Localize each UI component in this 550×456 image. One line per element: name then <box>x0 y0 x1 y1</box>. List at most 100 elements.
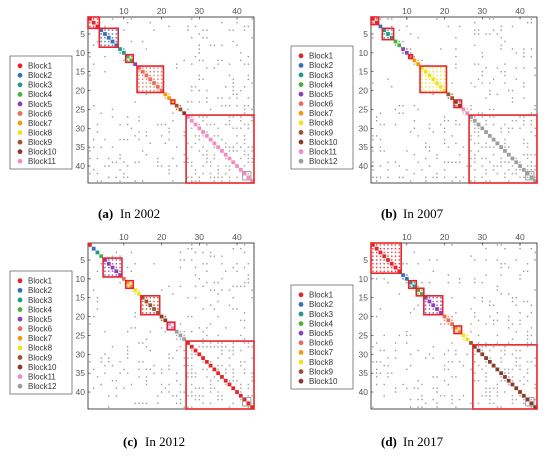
matrix-dot <box>247 25 250 28</box>
matrix-dot <box>481 297 483 299</box>
block-dot <box>213 146 216 148</box>
block-cells <box>371 243 537 409</box>
matrix-dot <box>145 380 148 382</box>
matrix-dot <box>198 327 200 329</box>
legend-marker <box>17 345 23 351</box>
diagonal-cell <box>186 341 190 345</box>
block-dot <box>432 67 434 69</box>
y-tick-label: 20 <box>76 86 86 96</box>
diagonal-cell <box>201 130 205 134</box>
block-dot <box>206 376 208 378</box>
diagonal-cell <box>88 243 92 247</box>
matrix-dot <box>451 402 453 405</box>
matrix-dot <box>458 361 461 363</box>
matrix-dot <box>202 330 204 333</box>
block-dot <box>383 244 385 246</box>
diagonal-cell <box>389 261 394 266</box>
diagonal-cell <box>110 265 115 270</box>
caption-letter-b: (b) <box>381 206 397 221</box>
block-dot <box>141 78 144 80</box>
block-dot <box>470 165 472 167</box>
block-dot <box>477 379 480 382</box>
block-dot <box>194 180 197 182</box>
block-dot <box>202 135 204 137</box>
matrix-dot <box>425 146 427 148</box>
matrix-dot <box>417 387 419 389</box>
block-outlines <box>102 257 255 410</box>
y-tick-label: 35 <box>359 142 369 152</box>
block-dot <box>451 93 453 96</box>
block-dot <box>153 300 155 303</box>
matrix-dot <box>96 40 99 43</box>
matrix-dot <box>470 255 472 257</box>
matrix-dot <box>228 304 231 306</box>
legend: Block1Block2Block3Block4Block5Block6Bloc… <box>290 284 354 390</box>
block-dot <box>440 74 442 77</box>
y-tick-label: 10 <box>359 274 369 284</box>
diagonal-cell <box>110 39 115 44</box>
block-dot <box>504 138 506 141</box>
diagonal-cell <box>499 145 504 150</box>
matrix-dot <box>221 104 223 107</box>
block-dot <box>213 387 216 389</box>
block-dot <box>236 135 238 137</box>
matrix-dot <box>443 142 446 145</box>
matrix-dot <box>451 180 453 182</box>
matrix-dot <box>387 281 389 284</box>
block-dot <box>436 74 438 77</box>
block-dot <box>500 165 502 167</box>
block-dot <box>228 123 231 126</box>
matrix-dot <box>379 146 382 148</box>
matrix-dot <box>206 89 208 92</box>
diagonal-cell <box>227 156 232 161</box>
matrix-dot <box>191 63 193 65</box>
block-dot <box>511 402 514 405</box>
matrix-dot <box>530 304 533 306</box>
matrix-dot <box>398 104 400 107</box>
matrix-dot <box>447 361 450 363</box>
block-dot <box>519 127 521 130</box>
block-dot <box>451 319 453 322</box>
matrix-dot <box>164 387 167 389</box>
matrix-dot <box>225 270 227 272</box>
block-dot <box>500 361 502 363</box>
block-dot <box>202 395 204 397</box>
block-dot <box>138 74 140 77</box>
matrix-dot <box>142 361 144 363</box>
block-dot <box>387 263 389 265</box>
block-dot <box>209 161 212 163</box>
block-dot <box>251 379 253 382</box>
matrix-dot <box>115 251 117 254</box>
legend-marker <box>298 82 304 87</box>
diagonal-cell <box>431 303 436 308</box>
matrix-dot <box>496 319 499 322</box>
block-dot <box>511 398 514 401</box>
matrix-dot <box>232 86 234 88</box>
block-dot <box>164 315 167 318</box>
matrix-dot <box>194 274 197 276</box>
matrix-dot <box>443 127 446 129</box>
matrix-dot <box>458 281 461 284</box>
block-dot <box>157 78 159 80</box>
block-dot <box>221 398 223 401</box>
block-dot <box>534 357 536 359</box>
matrix-dot <box>409 52 412 54</box>
block-dot <box>474 361 476 363</box>
matrix-dot <box>519 247 521 250</box>
legend-label: Block4 <box>28 305 53 314</box>
block-dot <box>432 74 434 77</box>
matrix-dot <box>217 315 219 318</box>
diagonal-cell <box>212 367 217 372</box>
block-dot <box>391 247 393 250</box>
block-dot <box>507 376 510 378</box>
legend: Block1Block2Block3Block4Block5Block6Bloc… <box>9 55 73 170</box>
block-dot <box>187 364 189 367</box>
block-dot <box>504 372 506 374</box>
matrix-dot <box>451 342 453 344</box>
block-dot <box>89 25 91 28</box>
matrix-dot <box>409 33 412 35</box>
diagonal-cell <box>216 145 221 150</box>
block-dot <box>217 357 219 359</box>
matrix-dot <box>436 391 438 393</box>
block-dot <box>251 120 253 122</box>
